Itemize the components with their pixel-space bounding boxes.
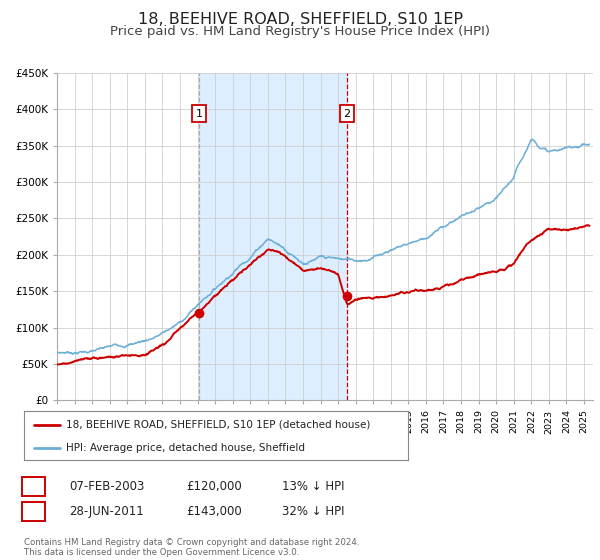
Text: 1: 1 (30, 480, 37, 493)
Text: Contains HM Land Registry data © Crown copyright and database right 2024.
This d: Contains HM Land Registry data © Crown c… (24, 538, 359, 557)
Text: 32% ↓ HPI: 32% ↓ HPI (282, 505, 344, 519)
Text: 18, BEEHIVE ROAD, SHEFFIELD, S10 1EP (detached house): 18, BEEHIVE ROAD, SHEFFIELD, S10 1EP (de… (66, 420, 371, 430)
Text: 2: 2 (30, 505, 37, 519)
Text: 1: 1 (196, 109, 203, 119)
Text: 07-FEB-2003: 07-FEB-2003 (69, 480, 145, 493)
Bar (199, 73, 347, 400)
Text: 28-JUN-2011: 28-JUN-2011 (69, 505, 144, 519)
Text: £143,000: £143,000 (186, 505, 242, 519)
Text: 18, BEEHIVE ROAD, SHEFFIELD, S10 1EP: 18, BEEHIVE ROAD, SHEFFIELD, S10 1EP (137, 12, 463, 27)
Text: £120,000: £120,000 (186, 480, 242, 493)
Text: Price paid vs. HM Land Registry's House Price Index (HPI): Price paid vs. HM Land Registry's House … (110, 25, 490, 38)
Text: 13% ↓ HPI: 13% ↓ HPI (282, 480, 344, 493)
Text: 2: 2 (343, 109, 350, 119)
Text: HPI: Average price, detached house, Sheffield: HPI: Average price, detached house, Shef… (66, 443, 305, 453)
